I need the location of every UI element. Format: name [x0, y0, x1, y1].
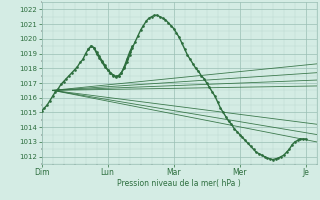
X-axis label: Pression niveau de la mer( hPa ): Pression niveau de la mer( hPa ): [117, 179, 241, 188]
